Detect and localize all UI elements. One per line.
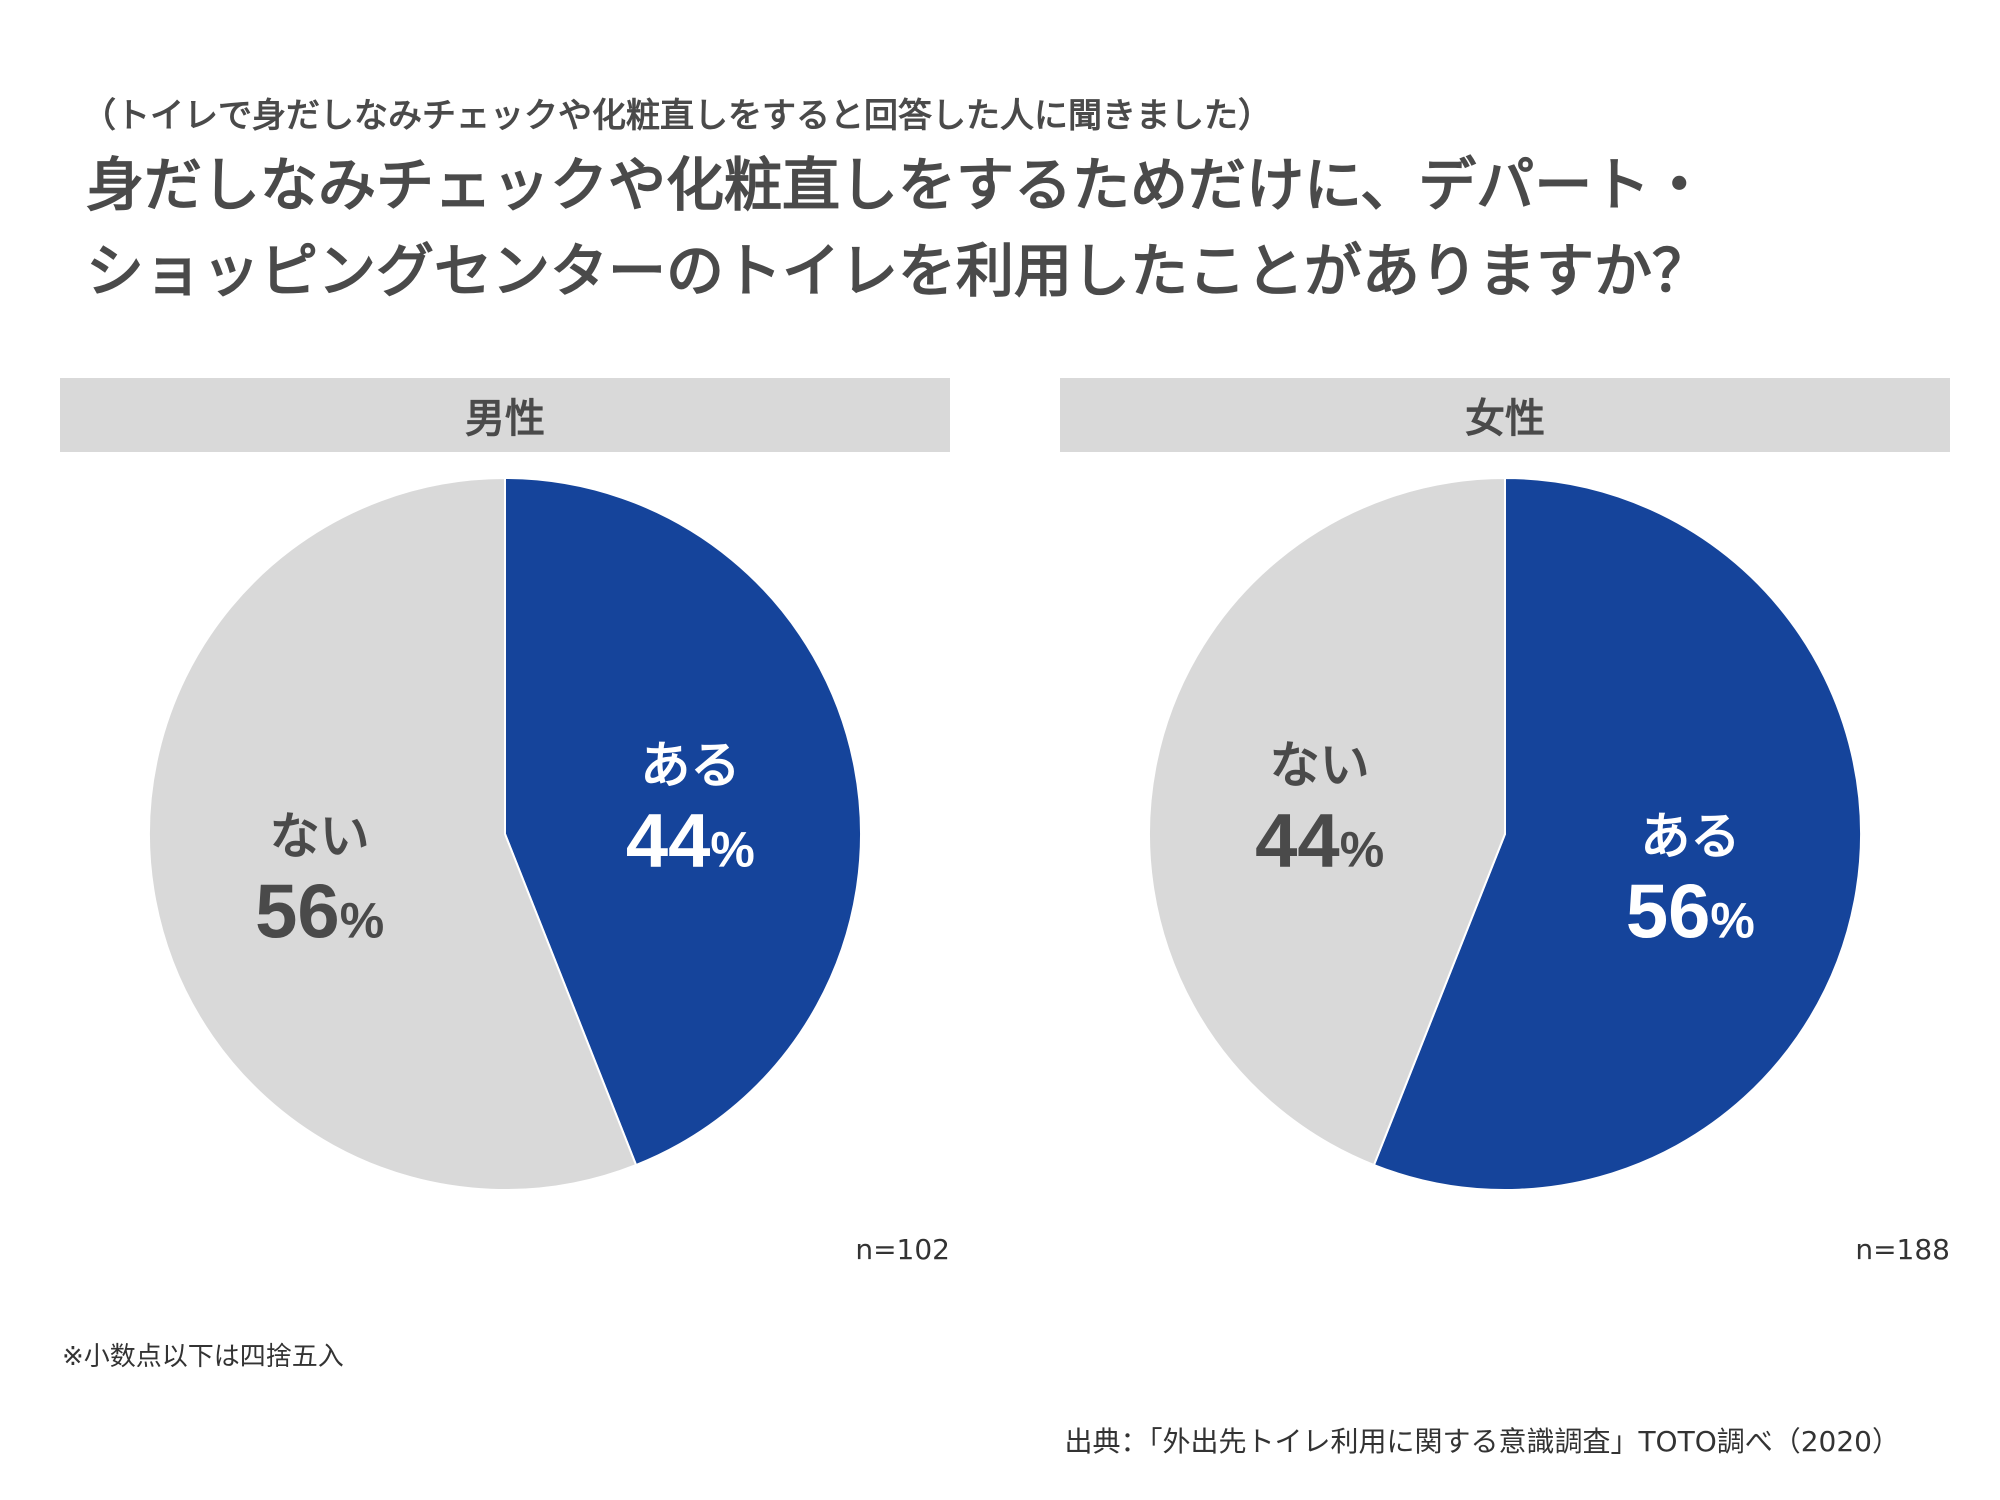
pie-panel-female: 女性 ある 56% ない 44% n=188 xyxy=(1060,378,1950,1266)
pie-slice-yes xyxy=(1372,476,1862,1191)
title-line-2: ショッピングセンターのトイレを利用したことがありますか？ xyxy=(86,237,1711,305)
rounding-footnote: ※小数点以下は四捨五入 xyxy=(62,1342,344,1372)
source-citation: 出典：「外出先トイレ利用に関する意識調査」TOTO調べ（2020） xyxy=(1064,1425,1900,1458)
sample-size-male: n=102 xyxy=(855,1233,950,1266)
slice-label-no: ない xyxy=(1270,737,1370,795)
sample-size-female: n=188 xyxy=(1855,1233,1950,1266)
panel-header-male: 男性 xyxy=(60,378,950,452)
panel-header-female: 女性 xyxy=(1060,378,1950,452)
pie-slice-no xyxy=(148,476,638,1191)
pie-slice-yes xyxy=(504,476,862,1167)
slice-label-no: ない xyxy=(270,807,370,865)
slice-label-yes: ある xyxy=(640,737,740,795)
slice-value-yes: 44% xyxy=(626,799,755,884)
chart-subtitle: （トイレで身だしなみチェックや化粧直しをすると回答した人に聞きました） xyxy=(82,96,1272,136)
slice-value-no: 44% xyxy=(1255,799,1384,884)
slice-value-no: 56% xyxy=(255,869,384,954)
pie-panel-male: 男性 ある 44% ない 56% n=102 xyxy=(60,378,950,1266)
slice-label-yes: ある xyxy=(1640,807,1740,865)
slice-value-yes: 56% xyxy=(1626,869,1755,954)
title-line-1: 身だしなみチェックや化粧直しをするためだけに、デパート・ xyxy=(86,151,1709,219)
chart-title: 身だしなみチェックや化粧直しをするためだけに、デパート・ ショッピングセンターの… xyxy=(86,142,1966,314)
pie-slice-no xyxy=(1148,476,1506,1167)
